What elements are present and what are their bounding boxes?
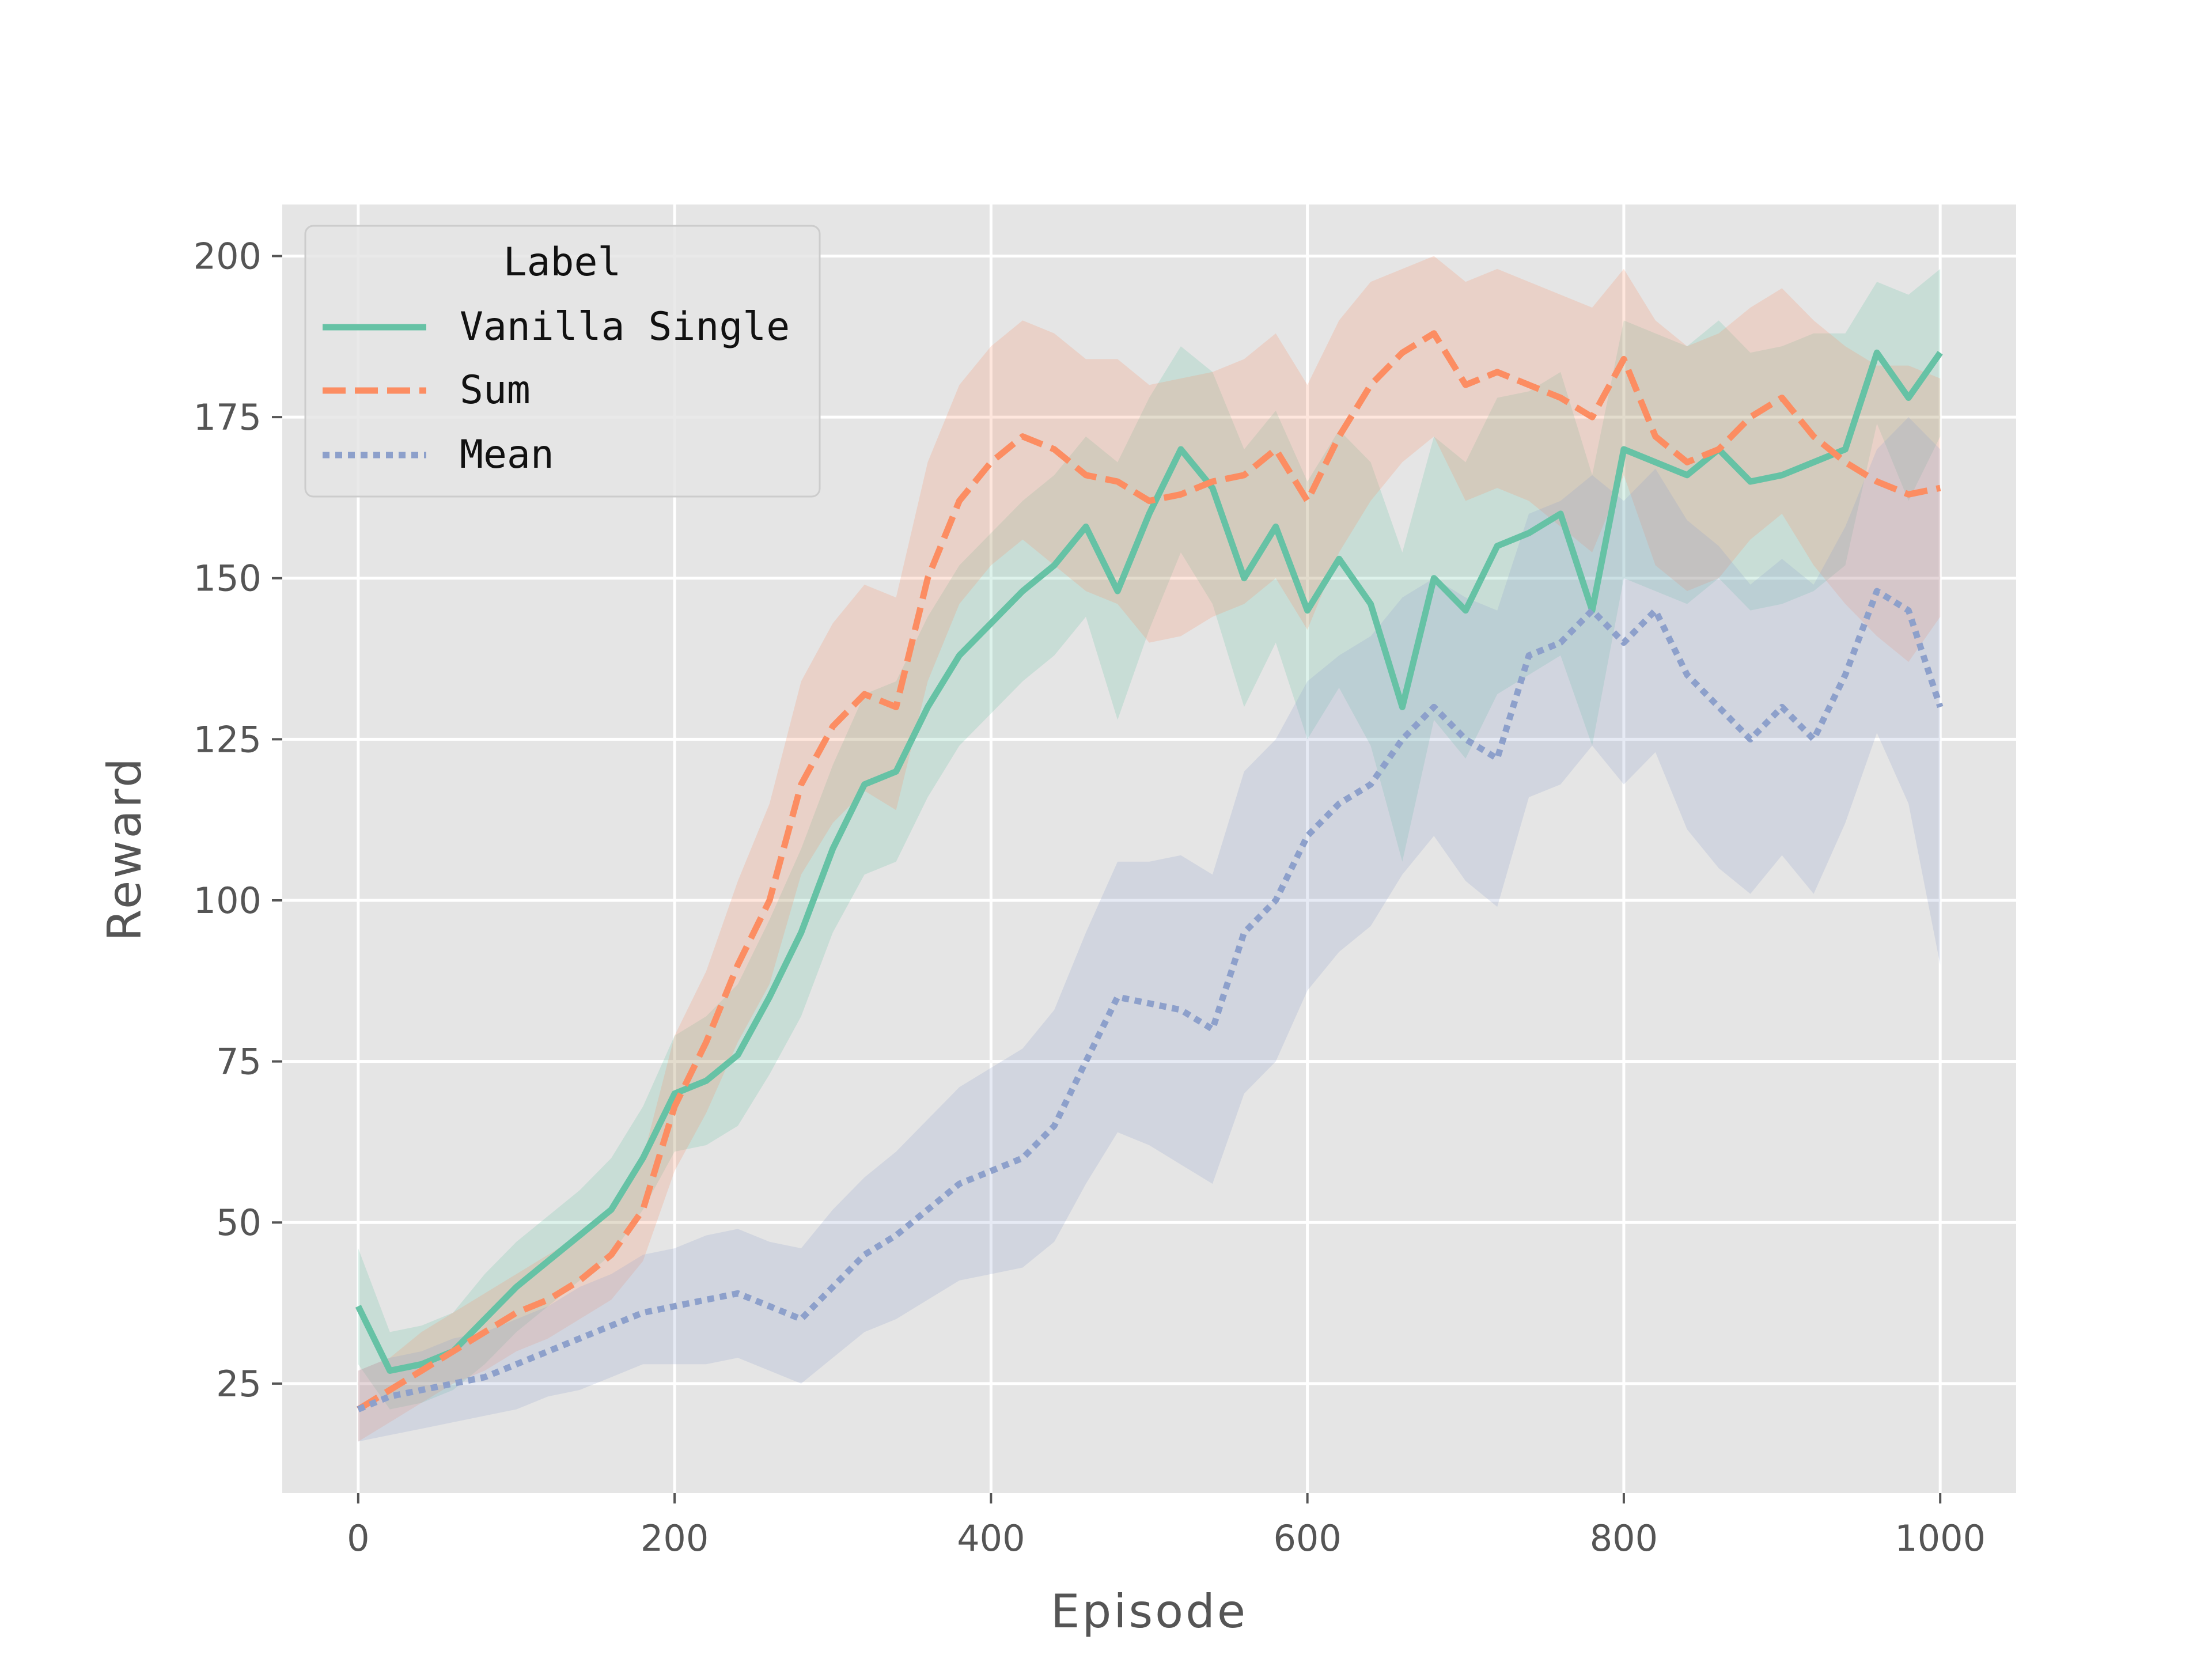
axis-ticks: 0 200 400 600 800 1000 25 50 75 100 125 150 175 200 bbox=[194, 235, 1986, 1559]
band-vanilla-single bbox=[358, 268, 1941, 1410]
x-axis-label: Episode bbox=[1051, 1585, 1248, 1638]
y-tick-label: 50 bbox=[216, 1202, 262, 1244]
y-tick-label: 150 bbox=[194, 558, 262, 600]
band-mean bbox=[358, 417, 1941, 1442]
x-tick-label: 400 bbox=[957, 1517, 1025, 1559]
y-tick-label: 175 bbox=[194, 396, 262, 438]
legend-label-mean: Mean bbox=[460, 432, 554, 478]
line-sum bbox=[356, 330, 1941, 1412]
y-tick-label: 25 bbox=[216, 1363, 262, 1405]
grid-lines bbox=[282, 204, 2016, 1493]
x-tick-label: 600 bbox=[1273, 1517, 1341, 1559]
legend: Label Vanilla Single Sum Mean bbox=[304, 225, 821, 498]
x-tick-label: 200 bbox=[641, 1517, 709, 1559]
line-vanilla-single bbox=[355, 349, 1943, 1374]
x-tick-label: 1000 bbox=[1895, 1517, 1986, 1559]
legend-box bbox=[304, 225, 821, 498]
legend-label-sum: Sum bbox=[460, 368, 531, 413]
legend-title: Label bbox=[503, 240, 622, 285]
band-sum bbox=[358, 256, 1941, 1442]
y-tick-label: 100 bbox=[194, 880, 262, 922]
confidence-bands bbox=[358, 256, 1941, 1442]
x-tick-label: 0 bbox=[347, 1517, 369, 1559]
series-lines bbox=[355, 330, 1944, 1412]
y-axis-label: Reward bbox=[98, 756, 151, 941]
x-tick-label: 800 bbox=[1590, 1517, 1658, 1559]
y-tick-label: 125 bbox=[194, 718, 262, 760]
legend-label-vanilla-single: Vanilla Single bbox=[460, 304, 790, 350]
y-tick-label: 200 bbox=[194, 235, 262, 277]
line-mean bbox=[357, 588, 1944, 1412]
y-tick-label: 75 bbox=[216, 1041, 262, 1083]
